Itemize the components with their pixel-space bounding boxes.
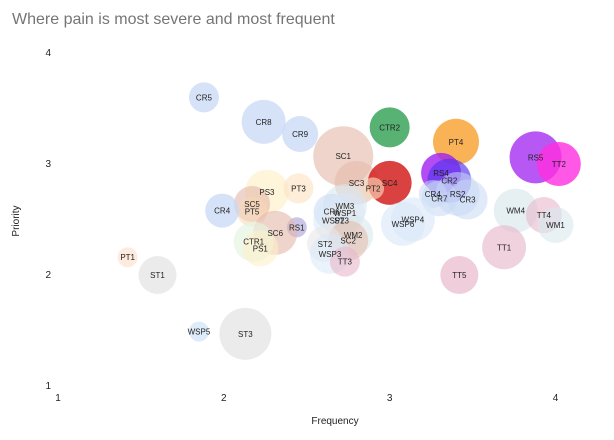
bubble-label-wsp5: WSP5 [188, 328, 211, 337]
bubble-label-wm4: WM4 [506, 207, 525, 216]
bubble-cr9 [282, 116, 319, 153]
y-tick-label: 3 [45, 159, 51, 170]
bubble-label-cr4: CR4 [214, 207, 231, 216]
x-axis-label: Frequency [311, 416, 358, 427]
bubble-label-cr7: CR7 [431, 194, 448, 203]
bubble-wsp6 [380, 201, 425, 246]
bubble-label-cr2: CR2 [441, 177, 458, 186]
bubble-st3 [219, 307, 272, 360]
bubble-label-sc5: SC5 [244, 200, 260, 209]
bubble-label-cr9: CR9 [292, 130, 309, 139]
bubble-label-sc6: SC6 [267, 229, 283, 238]
bubble-label-wsp6: WSP6 [392, 220, 415, 229]
bubble-pt1 [117, 247, 138, 268]
x-tick-label: 2 [221, 393, 227, 404]
bubble-cr8 [241, 99, 286, 144]
bubble-label-rs2: RS2 [450, 190, 466, 199]
bubble-label-tt4: TT4 [537, 211, 552, 220]
y-axis-label: Priority [11, 205, 22, 236]
bubble-cr3 [447, 179, 488, 220]
x-tick-label: 4 [553, 393, 559, 404]
bubble-ctr2 [369, 107, 410, 148]
bubble-label-st3: ST3 [334, 217, 349, 226]
bubble-label-st1: ST1 [150, 271, 165, 280]
bubble-label-pt1: PT1 [120, 253, 135, 262]
bubble-label-pt3: PT3 [291, 184, 306, 193]
bubble-label-tt1: TT1 [497, 243, 512, 252]
bubble-label-wsp3: WSP3 [319, 250, 342, 259]
bubble-label-cr8: CR8 [256, 118, 273, 127]
bubble-label-wsp2: WSP2 [322, 217, 345, 226]
bubble-label-ps3: PS3 [259, 188, 275, 197]
bubble-cr4 [205, 193, 240, 228]
bubble-label-tt2: TT2 [552, 160, 567, 169]
x-axis-ticks: 1 2 3 4 [55, 393, 559, 404]
y-tick-label: 1 [45, 381, 51, 392]
y-tick-label: 4 [45, 48, 51, 59]
bubble-label-st2: ST2 [318, 240, 333, 249]
bubble-label-cr6: CR6 [324, 208, 341, 217]
bubble-tt1 [482, 225, 527, 270]
bubble-label-wm1: WM1 [546, 221, 565, 230]
bubble-label-cr4: CR4 [425, 190, 442, 199]
bubble-tt3 [329, 246, 360, 277]
bubble-label-wsp4: WSP4 [402, 216, 425, 225]
bubble-label-tt3: TT3 [338, 258, 353, 267]
bubble-label-sc1: SC1 [335, 152, 351, 161]
bubble-label-ctr1: CTR1 [243, 238, 264, 247]
bubble-label-wm2: WM2 [344, 231, 363, 240]
bubble-label-wsp1: WSP1 [334, 209, 357, 218]
bubble-label-rs5: RS5 [528, 153, 544, 162]
bubble-cr4 [418, 179, 447, 208]
bubble-wm1 [537, 207, 574, 244]
bubble-label-rs1: RS1 [289, 223, 305, 232]
y-axis-ticks: 1 2 3 4 [45, 48, 51, 392]
y-tick-label: 2 [45, 270, 51, 281]
chart-title: Where pain is most severe and most frequ… [12, 11, 335, 28]
bubble-label-sc4: SC4 [382, 179, 398, 188]
bubble-label-pt2: PT2 [366, 184, 381, 193]
bubble-label-ctr2: CTR2 [379, 123, 400, 132]
bubble-label-pt5: PT5 [245, 208, 260, 217]
bubble-pt2 [362, 177, 385, 200]
bubble-label-sc2: SC2 [340, 237, 356, 246]
bubble-wsp5 [188, 321, 209, 342]
bubble-label-ps1: PS1 [253, 244, 269, 253]
bubble-label-tt5: TT5 [452, 271, 467, 280]
bubble-series [117, 82, 581, 360]
x-tick-label: 3 [387, 393, 393, 404]
bubble-label-cr3: CR3 [460, 196, 477, 205]
bubble-label-wm3: WM3 [336, 202, 355, 211]
bubble-wm4 [493, 188, 538, 233]
bubble-tt5 [440, 256, 479, 294]
bubble-label-sc3: SC3 [349, 179, 365, 188]
x-tick-label: 1 [55, 393, 61, 404]
bubble-label-cr5: CR5 [196, 93, 213, 102]
bubble-label-pt4: PT4 [449, 138, 464, 147]
bubble-cr5 [188, 82, 219, 113]
bubble-pt3 [283, 173, 314, 204]
bubble-ps1 [242, 230, 279, 267]
bubble-st1 [138, 256, 177, 294]
bubble-tt2 [536, 142, 581, 186]
bubble-label-st3: ST3 [238, 330, 253, 339]
bubble-label-rs4: RS4 [433, 169, 449, 178]
